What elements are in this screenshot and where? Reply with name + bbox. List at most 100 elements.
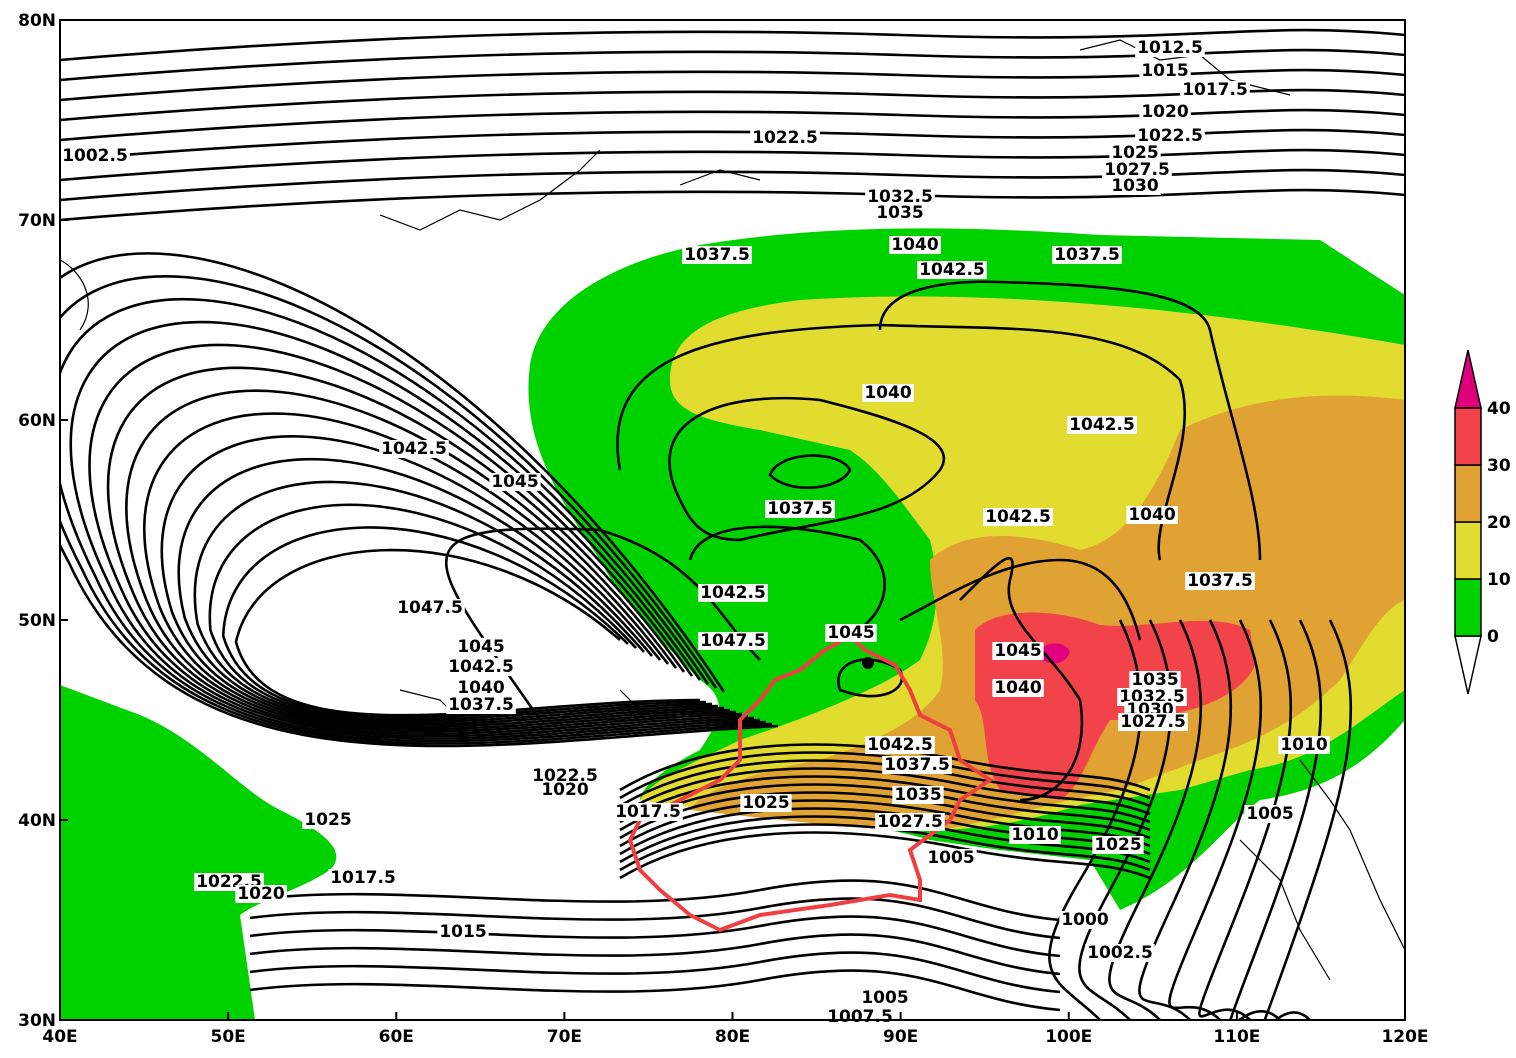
contour-label-bg [889,236,941,254]
contour-label-bg [455,679,507,697]
contour-line [249,951,1061,994]
x-tick-label: 80E [715,1027,750,1047]
contour-label: 1025 [304,810,351,830]
contour-label: 1017.5 [330,868,396,888]
contour-line [1168,619,1263,1020]
contour-label-bg [437,923,489,941]
contour-label: 1045 [491,472,538,492]
contour-label-bg [1135,127,1205,145]
contour-line [69,320,761,740]
contour-label: 1000 [1061,910,1108,930]
x-tick-label: 90E [883,1027,918,1047]
contour-line [249,897,1061,940]
contour-line [668,396,946,542]
contour-line [60,188,1405,222]
contour-line [619,775,1151,824]
contour-line [60,128,1405,162]
contour-line [143,412,737,731]
contour-line [60,28,1405,62]
x-tick-label: 100E [1045,1027,1092,1047]
contour-label-bg [750,129,820,147]
y-tick-label: 80N [18,11,56,31]
contour-label: 1042.5 [1069,415,1135,435]
contour-line [193,480,719,724]
contour-label: 1037.5 [884,755,950,775]
contour-label-bg [235,885,287,903]
contour-line [249,933,1061,976]
contour-label-bg [1118,713,1188,731]
contour-label: 1020 [1141,102,1188,122]
contour-label-bg [825,624,877,642]
contour-line [1229,619,1323,1020]
contour-label: 1020 [237,884,284,904]
contour-label-bg [446,696,516,714]
contour-line [60,68,1405,102]
contour-line [160,435,731,728]
contour-line [249,969,1061,1012]
contour-line [88,343,755,738]
contour-label: 1012.5 [1137,38,1203,58]
contour-line [60,88,1405,122]
contour-label: 1047.5 [700,631,766,651]
x-tick-label: 110E [1213,1027,1260,1047]
contour-label: 1010 [1011,825,1058,845]
contour-label: 1035 [876,203,923,223]
station-dot [862,657,874,669]
colorbar-segment [1454,407,1482,466]
contour-label-bg [1180,81,1250,99]
contour-label: 1005 [927,848,974,868]
contour-label: 1037.5 [767,499,833,519]
contour-line [60,274,773,745]
contour-label-bg [60,147,130,165]
contour-label: 1020 [541,780,588,800]
colorbar-segment [1454,521,1482,580]
contour-label-bg [875,813,945,831]
y-tick-label: 70N [18,211,56,231]
colorbar-label: 0 [1487,627,1499,647]
contour-label-bg [1135,39,1205,57]
contour-line [619,799,1151,848]
contour-label-bg [1126,506,1178,524]
contour-line [444,527,761,721]
contour-line [60,168,1405,202]
contour-line [619,791,1151,840]
contour-line [878,280,1262,561]
contour-label-bg [1244,805,1296,823]
contour-label: 1010 [1280,735,1327,755]
contour-label: 1030 [1111,176,1158,196]
shading [60,228,1405,1020]
contour-label-bg [539,781,591,799]
colorbar-label: 30 [1487,456,1511,476]
contour-label: 1040 [994,678,1041,698]
x-tick-label: 120E [1381,1027,1428,1047]
contour-label: 1035 [1131,670,1178,690]
contour-label: 1027.5 [1120,712,1186,732]
contour-label: 1047.5 [397,598,463,618]
contour-label: 1002.5 [62,146,128,166]
contour-label-bg [379,440,449,458]
contour-label-bg [1092,836,1144,854]
shade-40-plus [1035,643,1070,664]
contour-line [60,252,779,748]
contour-label-bg [865,188,935,206]
y-tick-label: 40N [18,811,56,831]
contour-label-bg [1139,103,1191,121]
contour-label-bg [865,736,935,754]
contour-label: 1042.5 [448,657,514,677]
contour-label-bg [874,204,926,222]
contour-label-bg [698,632,768,650]
contour-label: 1040 [1128,505,1175,525]
contour-label: 1005 [861,988,908,1008]
contour-labels: 1012.510151017.510201022.510251027.51030… [60,38,1330,1027]
y-tick-label: 30N [18,1011,56,1031]
contour-label: 1015 [1141,61,1188,81]
contour-label: 1037.5 [684,245,750,265]
colorbar-top [1454,349,1482,409]
contour-label-bg [925,849,977,867]
contour-label: 1027.5 [1104,160,1170,180]
coastlines [60,39,1405,981]
contour-label: 1005 [1246,804,1293,824]
contour-label: 1040 [864,383,911,403]
